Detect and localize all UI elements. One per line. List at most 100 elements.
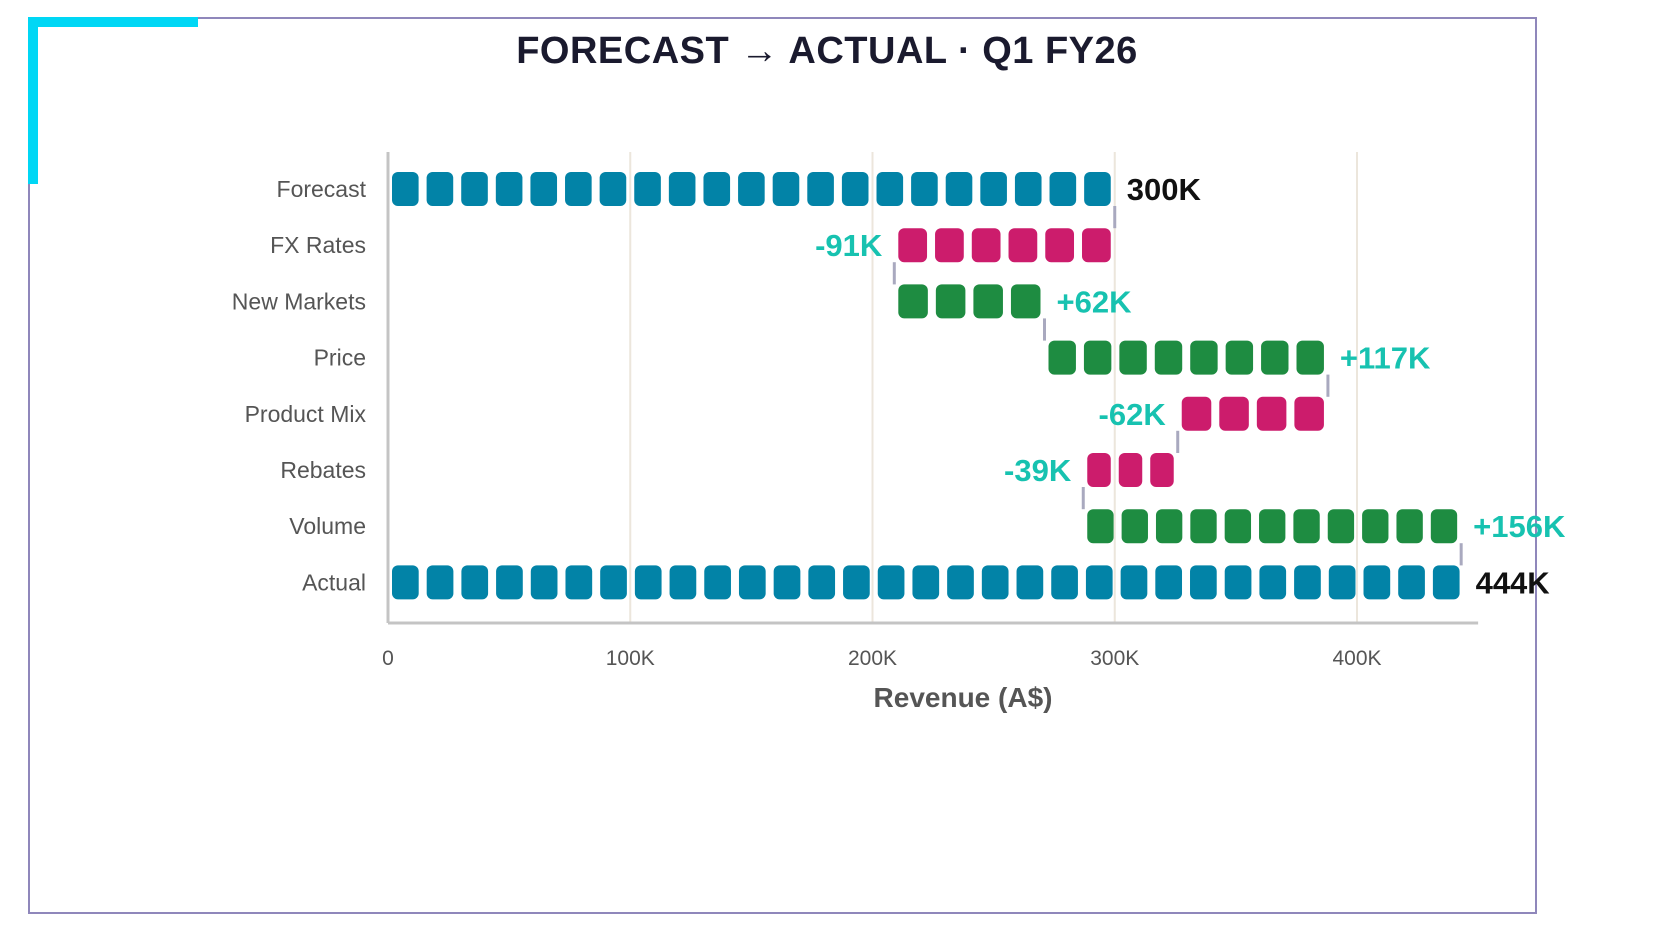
waffle-block [1154, 340, 1183, 375]
waffle-block [973, 284, 1003, 319]
chart-frame [28, 17, 1537, 914]
waffle-block [1150, 453, 1174, 487]
waffle-block [1049, 172, 1077, 206]
waffle-block [1294, 396, 1324, 431]
waffle-block [772, 172, 800, 206]
waffle-block [1219, 396, 1249, 431]
x-tick-label: 200K [848, 647, 897, 670]
waffle-block [1327, 509, 1355, 544]
waffle-block [600, 565, 627, 600]
waffle-block [738, 172, 765, 206]
waffle-block [1083, 340, 1112, 375]
waffle-block [1432, 565, 1460, 600]
waffle-block [1008, 228, 1038, 263]
waffle-block [841, 172, 869, 206]
waffle-block [1121, 509, 1148, 544]
waffle-block [1259, 509, 1286, 544]
waffle-block [1224, 565, 1252, 600]
waffle-block [392, 172, 419, 206]
waffle-block [1155, 565, 1183, 600]
bar-volume [1087, 509, 1458, 544]
accent-corner-left [28, 17, 38, 184]
waffle-block [426, 565, 454, 600]
x-tick-label: 0 [382, 647, 394, 670]
category-label: Product Mix [245, 401, 367, 427]
x-axis-title: Revenue (A$) [874, 682, 1053, 713]
waffle-block [530, 565, 558, 600]
waffle-block [843, 565, 870, 600]
value-label: +156K [1473, 509, 1566, 544]
waffle-block [1363, 565, 1391, 600]
waffle-block [1398, 565, 1425, 600]
accent-corner-top [28, 17, 198, 27]
waffle-block [1118, 453, 1143, 487]
waffle-block [898, 284, 928, 319]
waffle-block [981, 565, 1009, 600]
waffle-block [1224, 509, 1252, 544]
value-label: -39K [1004, 453, 1072, 488]
waffle-block [1190, 565, 1217, 600]
waffle-block [1048, 340, 1076, 375]
category-label: Actual [302, 569, 366, 595]
waffle-block [807, 172, 834, 206]
value-label: 444K [1476, 565, 1551, 600]
value-label: -62K [1099, 397, 1167, 432]
waffle-block [898, 228, 928, 263]
waffle-block [565, 172, 592, 206]
waffle-block [808, 565, 836, 600]
waffle-block [1155, 509, 1183, 544]
waffle-block [1190, 340, 1218, 375]
category-label: New Markets [232, 288, 366, 314]
waffle-block [1082, 228, 1111, 263]
waffle-block [1014, 172, 1042, 206]
x-tick-label: 400K [1332, 647, 1381, 670]
waffle-block [703, 172, 731, 206]
waffle-block [1190, 509, 1217, 544]
waffle-block [1084, 172, 1111, 206]
waffle-block [1293, 509, 1320, 544]
waffle-block [945, 172, 973, 206]
waffle-block [1085, 565, 1113, 600]
waffle-block [1225, 340, 1254, 375]
waffle-block [980, 172, 1007, 206]
waffle-block [461, 565, 489, 600]
waffle-block [1181, 396, 1212, 431]
category-label: Price [314, 345, 366, 371]
waffle-block [971, 228, 1001, 263]
waffle-block [1016, 565, 1044, 600]
waffle-block [530, 172, 558, 206]
waffle-block [1430, 509, 1458, 544]
waffle-block [634, 565, 662, 600]
waffle-block [1261, 340, 1289, 375]
bar-actual [392, 565, 1460, 600]
waffle-block [912, 565, 940, 600]
waffle-block [1294, 565, 1321, 600]
waffle-block [704, 565, 731, 600]
x-tick-label: 300K [1090, 647, 1139, 670]
value-label: 300K [1127, 172, 1202, 207]
waffle-block [1010, 284, 1041, 319]
bar-price [1048, 340, 1324, 375]
value-label: -91K [815, 228, 883, 263]
value-label: +62K [1056, 284, 1132, 319]
waffle-block [1362, 509, 1389, 544]
waffle-block [495, 172, 523, 206]
waffle-block [634, 172, 661, 206]
waffle-block [1396, 509, 1423, 544]
waffle-block [669, 565, 697, 600]
category-label: FX Rates [270, 232, 366, 258]
category-label: Forecast [277, 176, 367, 202]
waffle-block [1051, 565, 1078, 600]
waffle-block [935, 228, 964, 263]
x-tick-label: 100K [606, 647, 655, 670]
waffle-block [668, 172, 696, 206]
waffle-block [599, 172, 627, 206]
waffle-block [1296, 340, 1324, 375]
bar-new-markets [898, 284, 1041, 319]
waffle-block [461, 172, 488, 206]
bar-rebates [1087, 453, 1174, 487]
bar-forecast [392, 172, 1111, 206]
waffle-block [426, 172, 454, 206]
waffle-block [877, 565, 905, 600]
waffle-block [1119, 340, 1147, 375]
